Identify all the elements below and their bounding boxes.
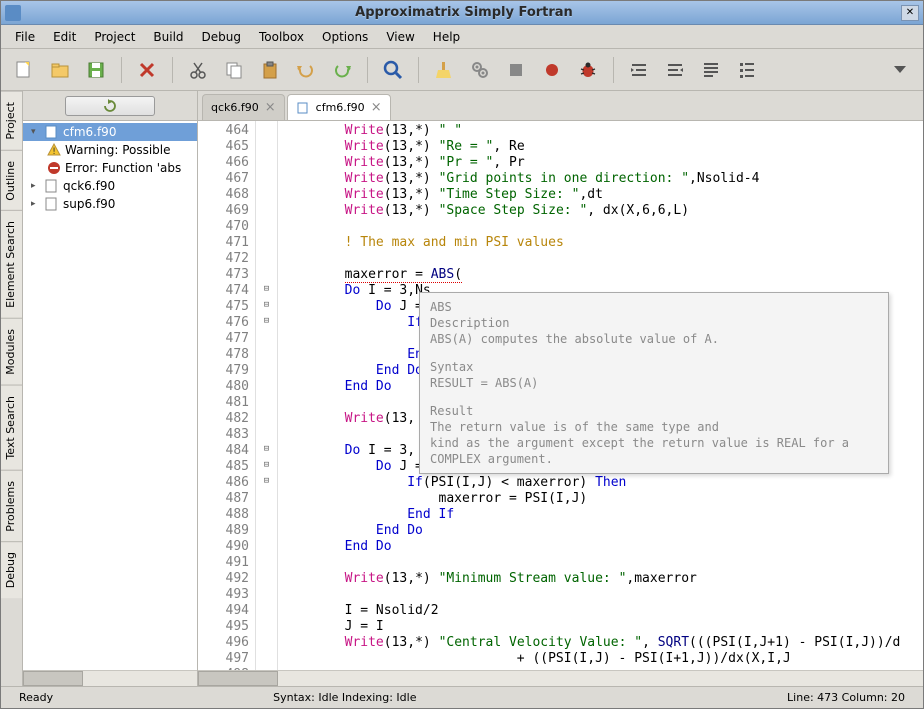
build-icon[interactable] [465, 55, 495, 85]
delete-icon[interactable] [132, 55, 162, 85]
tree-label: cfm6.f90 [63, 125, 116, 139]
outdent-icon[interactable] [660, 55, 690, 85]
tab-cfm6[interactable]: cfm6.f90 × [287, 94, 391, 120]
toolbar-sep [172, 57, 173, 83]
app-icon [5, 5, 21, 21]
tooltip-line: ABS(A) computes the absolute value of A. [430, 331, 878, 347]
list-icon[interactable] [732, 55, 762, 85]
tooltip-line: Description [430, 315, 878, 331]
tooltip-line: RESULT = ABS(A) [430, 375, 878, 391]
refresh-button[interactable] [65, 96, 155, 116]
undo-icon[interactable] [291, 55, 321, 85]
save-icon[interactable] [81, 55, 111, 85]
menu-view[interactable]: View [378, 27, 422, 47]
tree-item-error[interactable]: Error: Function 'abs [23, 159, 197, 177]
status-syntax: Syntax: Idle Indexing: Idle [263, 691, 426, 704]
vtab-element-search[interactable]: Element Search [1, 210, 22, 318]
cut-icon[interactable] [183, 55, 213, 85]
menu-toolbox[interactable]: Toolbox [251, 27, 312, 47]
vtab-text-search[interactable]: Text Search [1, 385, 22, 470]
tooltip-line: COMPLEX argument. [430, 451, 878, 467]
clean-icon[interactable] [429, 55, 459, 85]
line-number-gutter: 464 465 466 467 468 469 470 471 472 473 … [198, 121, 256, 670]
svg-text:!: ! [52, 147, 56, 157]
tooltip-line: The return value is of the same type and [430, 419, 878, 435]
status-ready: Ready [9, 691, 63, 704]
toolbar-sep [367, 57, 368, 83]
tree-item-qck6[interactable]: ▸ qck6.f90 [23, 177, 197, 195]
file-icon [296, 101, 310, 115]
disclosure-icon: ▾ [31, 127, 41, 137]
toolbar-sep [121, 57, 122, 83]
toolbar-sep [418, 57, 419, 83]
menu-edit[interactable]: Edit [45, 27, 84, 47]
more-icon[interactable] [885, 55, 915, 85]
record-icon[interactable] [537, 55, 567, 85]
sidebar-toolbar [23, 91, 197, 121]
statusbar: Ready Syntax: Idle Indexing: Idle Line: … [1, 686, 923, 708]
project-sidebar: ▾ cfm6.f90 ! Warning: Possible Error: Fu… [23, 91, 198, 686]
editor-scrollbar[interactable] [198, 670, 923, 686]
tooltip-line: ABS [430, 299, 878, 315]
vtab-modules[interactable]: Modules [1, 318, 22, 385]
error-icon [47, 161, 61, 175]
menu-build[interactable]: Build [145, 27, 191, 47]
menu-debug[interactable]: Debug [194, 27, 249, 47]
file-icon [45, 125, 59, 139]
titlebar: Approximatrix Simply Fortran ✕ [1, 1, 923, 25]
new-file-icon[interactable] [9, 55, 39, 85]
indent-icon[interactable] [624, 55, 654, 85]
file-icon [45, 179, 59, 193]
tab-label: cfm6.f90 [316, 101, 365, 114]
tooltip-line: kind as the argument except the return v… [430, 435, 878, 451]
menubar: File Edit Project Build Debug Toolbox Op… [1, 25, 923, 49]
format-icon[interactable] [696, 55, 726, 85]
close-icon[interactable]: × [265, 100, 276, 115]
close-icon[interactable]: × [371, 100, 382, 115]
code-completion-tooltip: ABS Description ABS(A) computes the abso… [419, 292, 889, 474]
close-button[interactable]: ✕ [901, 5, 919, 21]
menu-file[interactable]: File [7, 27, 43, 47]
vtab-project[interactable]: Project [1, 91, 22, 150]
tree-label: Warning: Possible [65, 143, 171, 157]
tree-label: sup6.f90 [63, 197, 115, 211]
menu-project[interactable]: Project [86, 27, 143, 47]
redo-icon[interactable] [327, 55, 357, 85]
tree-label: Error: Function 'abs [65, 161, 181, 175]
project-tree: ▾ cfm6.f90 ! Warning: Possible Error: Fu… [23, 121, 197, 670]
copy-icon[interactable] [219, 55, 249, 85]
status-position: Line: 473 Column: 20 [777, 691, 915, 704]
side-tab-strip: Project Outline Element Search Modules T… [1, 91, 23, 686]
stop-build-icon[interactable] [501, 55, 531, 85]
disclosure-icon: ▸ [31, 181, 41, 191]
tab-qck6[interactable]: qck6.f90 × [202, 94, 285, 120]
open-file-icon[interactable] [45, 55, 75, 85]
menu-help[interactable]: Help [425, 27, 468, 47]
fold-column[interactable]: ⊟⊟⊟⊟⊟⊟ [256, 121, 278, 670]
warning-icon: ! [47, 143, 61, 157]
vtab-problems[interactable]: Problems [1, 470, 22, 542]
tree-item-sup6[interactable]: ▸ sup6.f90 [23, 195, 197, 213]
debug-icon[interactable] [573, 55, 603, 85]
vtab-debug[interactable]: Debug [1, 541, 22, 598]
search-icon[interactable] [378, 55, 408, 85]
tree-label: qck6.f90 [63, 179, 115, 193]
vtab-outline[interactable]: Outline [1, 150, 22, 211]
file-icon [45, 197, 59, 211]
disclosure-icon: ▸ [31, 199, 41, 209]
tree-item-cfm6[interactable]: ▾ cfm6.f90 [23, 123, 197, 141]
editor-tabs: qck6.f90 × cfm6.f90 × [198, 91, 923, 121]
tooltip-line: Result [430, 403, 878, 419]
tooltip-line: Syntax [430, 359, 878, 375]
tab-label: qck6.f90 [211, 101, 259, 114]
sidebar-scrollbar[interactable] [23, 670, 197, 686]
menu-options[interactable]: Options [314, 27, 376, 47]
tree-item-warning[interactable]: ! Warning: Possible [23, 141, 197, 159]
toolbar-sep [613, 57, 614, 83]
paste-icon[interactable] [255, 55, 285, 85]
toolbar [1, 49, 923, 91]
window-title: Approximatrix Simply Fortran [27, 5, 901, 20]
